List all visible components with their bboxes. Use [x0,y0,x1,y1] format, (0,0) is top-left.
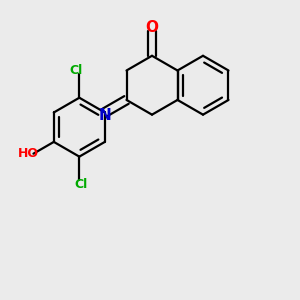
Text: Cl: Cl [74,178,87,191]
Text: N: N [98,108,111,123]
Text: O: O [146,20,158,35]
Text: Cl: Cl [70,64,83,77]
Text: HO: HO [18,147,39,160]
